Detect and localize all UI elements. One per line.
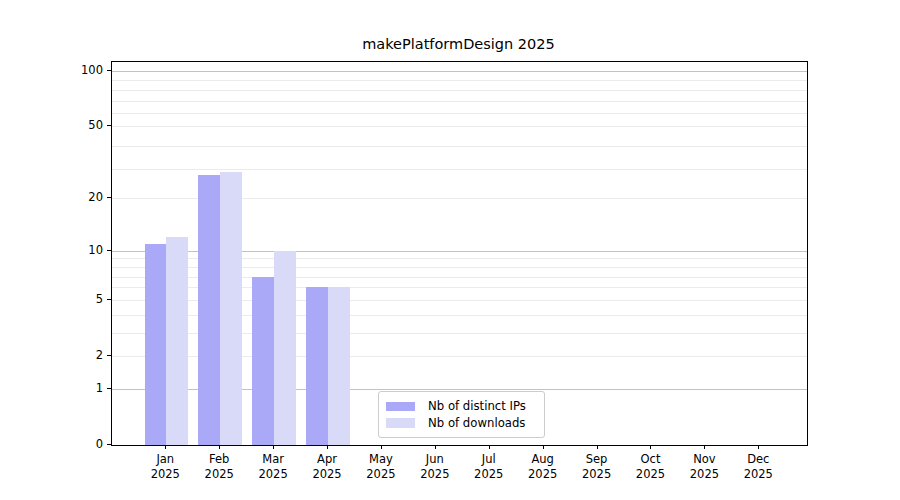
- y-tick-mark: [107, 197, 111, 198]
- bar-mar-ips: [252, 277, 274, 445]
- x-tick-month: Jul: [461, 452, 517, 467]
- minor-gridline: [112, 113, 807, 114]
- x-tick-year: 2025: [353, 467, 409, 482]
- legend: Nb of distinct IPs Nb of downloads: [378, 391, 545, 438]
- x-tick-label-may: May2025: [353, 452, 409, 482]
- legend-label-distinct-ips: Nb of distinct IPs: [428, 399, 526, 413]
- x-tick-year: 2025: [569, 467, 625, 482]
- x-tick-month: Oct: [622, 452, 678, 467]
- x-tick-month: Sep: [569, 452, 625, 467]
- x-tick-label-apr: Apr2025: [299, 452, 355, 482]
- x-tick-mark: [327, 445, 328, 449]
- bar-jan-ips: [145, 244, 167, 445]
- x-tick-label-jul: Jul2025: [461, 452, 517, 482]
- y-tick-mark: [107, 355, 111, 356]
- minor-gridline: [112, 101, 807, 102]
- x-tick-year: 2025: [676, 467, 732, 482]
- minor-gridline: [112, 126, 807, 127]
- x-tick-mark: [435, 445, 436, 449]
- x-tick-mark: [543, 445, 544, 449]
- x-tick-month: May: [353, 452, 409, 467]
- y-tick-label: 10: [61, 243, 103, 257]
- minor-gridline: [112, 80, 807, 81]
- x-tick-year: 2025: [730, 467, 786, 482]
- x-tick-year: 2025: [407, 467, 463, 482]
- x-tick-mark: [704, 445, 705, 449]
- minor-gridline: [112, 146, 807, 147]
- x-tick-mark: [165, 445, 166, 449]
- x-tick-month: Mar: [245, 452, 301, 467]
- x-tick-year: 2025: [245, 467, 301, 482]
- y-tick-label: 50: [61, 118, 103, 132]
- y-tick-label: 1: [61, 381, 103, 395]
- x-tick-year: 2025: [299, 467, 355, 482]
- legend-item-downloads: Nb of downloads: [386, 415, 535, 431]
- x-tick-month: Apr: [299, 452, 355, 467]
- x-tick-label-jun: Jun2025: [407, 452, 463, 482]
- x-tick-label-dec: Dec2025: [730, 452, 786, 482]
- y-tick-label: 100: [61, 63, 103, 77]
- x-tick-month: Jun: [407, 452, 463, 467]
- y-tick-mark: [107, 70, 111, 71]
- chart-figure: makePlatformDesign 2025 0 1 2 5 10 20 50 100 Ja…: [0, 0, 900, 500]
- x-tick-mark: [381, 445, 382, 449]
- x-tick-label-oct: Oct2025: [622, 452, 678, 482]
- x-tick-month: Dec: [730, 452, 786, 467]
- y-tick-label: 20: [61, 190, 103, 204]
- x-tick-month: Jan: [137, 452, 193, 467]
- plot-area: [111, 61, 808, 446]
- y-tick-mark: [107, 444, 111, 445]
- x-tick-year: 2025: [515, 467, 571, 482]
- bar-feb-downloads: [220, 172, 242, 445]
- x-tick-year: 2025: [191, 467, 247, 482]
- x-tick-mark: [597, 445, 598, 449]
- x-tick-label-jan: Jan2025: [137, 452, 193, 482]
- x-tick-year: 2025: [137, 467, 193, 482]
- x-tick-label-feb: Feb2025: [191, 452, 247, 482]
- major-gridline: [112, 71, 807, 72]
- bar-feb-ips: [198, 175, 220, 445]
- x-tick-mark: [758, 445, 759, 449]
- bar-apr-ips: [306, 287, 328, 445]
- legend-swatch-downloads: [386, 418, 415, 428]
- chart-title: makePlatformDesign 2025: [111, 36, 806, 52]
- x-tick-month: Nov: [676, 452, 732, 467]
- bar-jan-downloads: [166, 237, 188, 445]
- bar-mar-downloads: [274, 251, 296, 445]
- x-tick-month: Aug: [515, 452, 571, 467]
- x-tick-year: 2025: [622, 467, 678, 482]
- x-tick-mark: [489, 445, 490, 449]
- x-tick-label-aug: Aug2025: [515, 452, 571, 482]
- x-tick-label-mar: Mar2025: [245, 452, 301, 482]
- minor-gridline: [112, 90, 807, 91]
- legend-label-downloads: Nb of downloads: [428, 416, 525, 430]
- x-tick-year: 2025: [461, 467, 517, 482]
- x-tick-label-nov: Nov2025: [676, 452, 732, 482]
- x-tick-mark: [273, 445, 274, 449]
- x-tick-label-sep: Sep2025: [569, 452, 625, 482]
- legend-swatch-distinct-ips: [386, 402, 415, 412]
- y-tick-mark: [107, 250, 111, 251]
- y-tick-label: 2: [61, 348, 103, 362]
- bar-apr-downloads: [328, 287, 350, 445]
- x-tick-mark: [219, 445, 220, 449]
- y-tick-mark: [107, 388, 111, 389]
- y-tick-mark: [107, 299, 111, 300]
- y-tick-mark: [107, 125, 111, 126]
- minor-gridline: [112, 169, 807, 170]
- y-tick-label: 0: [61, 437, 103, 451]
- y-tick-label: 5: [61, 292, 103, 306]
- x-tick-mark: [650, 445, 651, 449]
- x-tick-month: Feb: [191, 452, 247, 467]
- legend-item-distinct-ips: Nb of distinct IPs: [386, 398, 535, 414]
